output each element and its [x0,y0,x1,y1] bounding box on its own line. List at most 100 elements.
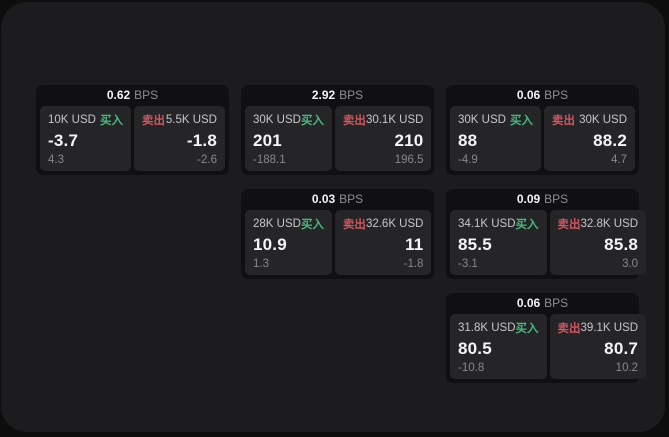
bps-unit-label: BPS [544,88,569,102]
buy-delta: -10.8 [458,362,485,374]
quote-card: 0.03 BPS 28K USD 买入 10.9 1.3 卖出 32.6K US… [241,189,434,279]
buy-amount-label: 10K USD [48,114,96,126]
quote-card: 2.92 BPS 30K USD 买入 201 -188.1 卖出 30.1K … [241,85,434,175]
buy-action-button[interactable]: 买入 [510,115,533,127]
sell-price: 85.8 [604,234,639,254]
buy-action-button[interactable]: 买入 [515,219,539,231]
buy-action-button[interactable]: 买入 [100,115,123,127]
buy-action-button[interactable]: 买入 [300,219,324,231]
bps-value: 0.03 [311,192,336,206]
buy-delta: -188.1 [253,154,286,166]
sell-amount-label: 30.1K USD [365,114,424,126]
sell-action-button[interactable]: 卖出 [142,115,165,127]
buy-delta: 1.3 [253,258,269,270]
sell-amount-label: 32.8K USD [580,218,639,230]
bps-value: 0.06 [516,296,541,310]
sell-amount-label: 39.1K USD [580,322,639,334]
buy-delta: 4.3 [48,154,64,166]
sell-delta: 3.0 [622,258,639,270]
buy-panel[interactable]: 30K USD 买入 88 -4.9 [450,106,541,171]
buy-panel-top-row: 30K USD 买入 [253,112,324,128]
buy-panel[interactable]: 28K USD 买入 10.9 1.3 [245,210,332,275]
sell-action-button[interactable]: 卖出 [342,115,366,127]
buy-panel-top-row: 34.1K USD 买入 [458,216,539,232]
sell-action-button[interactable]: 卖出 [557,323,581,335]
buy-panel[interactable]: 31.8K USD 买入 80.5 -10.8 [450,314,547,379]
bps-value: 0.06 [516,88,541,102]
bps-unit-label: BPS [544,296,569,310]
buy-price: 80.5 [458,338,492,358]
bps-header: 0.06 BPS [450,293,635,314]
sell-delta: 10.2 [615,362,639,374]
buy-price: 85.5 [458,234,492,254]
sell-panel-top-row: 卖出 39.1K USD [558,320,639,336]
buy-panel-top-row: 31.8K USD 买入 [458,320,539,336]
buy-amount-label: 30K USD [253,114,301,126]
sell-action-button[interactable]: 卖出 [552,115,575,127]
bps-value: 0.09 [516,192,541,206]
cards-grid: 0.62 BPS 10K USD 买入 -3.7 4.3 卖出 5.5K USD… [1,2,665,432]
sell-panel-top-row: 卖出 32.6K USD [343,216,424,232]
buy-panel-top-row: 30K USD 买入 [458,112,533,128]
buy-price: 10.9 [253,234,287,254]
sell-delta: -1.8 [403,258,424,270]
sell-price: -1.8 [186,130,217,150]
buy-price: 88 [458,130,478,150]
quote-card: 0.06 BPS 30K USD 买入 88 -4.9 卖出 30K USD 8… [446,85,639,175]
sell-panel[interactable]: 卖出 30.1K USD 210 196.5 [334,106,432,171]
sell-panel[interactable]: 卖出 39.1K USD 80.7 10.2 [549,314,647,379]
bps-unit-label: BPS [134,88,159,102]
bps-header: 0.09 BPS [450,189,635,210]
buy-delta: -3.1 [458,258,478,270]
sell-panel[interactable]: 卖出 30K USD 88.2 4.7 [544,106,635,171]
sell-amount-label: 5.5K USD [165,114,217,126]
quote-card: 0.09 BPS 34.1K USD 买入 85.5 -3.1 卖出 32.8K… [446,189,647,279]
bps-value: 2.92 [311,88,336,102]
sell-panel-top-row: 卖出 5.5K USD [142,112,217,128]
buy-amount-label: 31.8K USD [458,322,516,334]
sell-price: 11 [405,234,424,254]
price-panels: 34.1K USD 买入 85.5 -3.1 卖出 32.8K USD 85.8… [450,210,647,275]
bps-unit-label: BPS [339,88,364,102]
bps-header: 2.92 BPS [245,85,430,106]
buy-price: 201 [253,130,282,150]
sell-panel[interactable]: 卖出 5.5K USD -1.8 -2.6 [134,106,225,171]
app-window: 0.62 BPS 10K USD 买入 -3.7 4.3 卖出 5.5K USD… [1,2,665,432]
bps-header: 0.03 BPS [245,189,430,210]
quote-card: 0.06 BPS 31.8K USD 买入 80.5 -10.8 卖出 39.1… [446,293,647,383]
buy-price: -3.7 [48,130,79,150]
quote-card: 0.62 BPS 10K USD 买入 -3.7 4.3 卖出 5.5K USD… [36,85,229,175]
price-panels: 31.8K USD 买入 80.5 -10.8 卖出 39.1K USD 80.… [450,314,647,379]
sell-panel[interactable]: 卖出 32.8K USD 85.8 3.0 [549,210,647,275]
bps-header: 0.06 BPS [450,85,635,106]
buy-action-button[interactable]: 买入 [515,323,539,335]
buy-panel-top-row: 10K USD 买入 [48,112,123,128]
bps-header: 0.62 BPS [40,85,225,106]
price-panels: 10K USD 买入 -3.7 4.3 卖出 5.5K USD -1.8 -2.… [40,106,225,171]
buy-amount-label: 30K USD [458,114,506,126]
sell-panel-top-row: 卖出 30K USD [552,112,627,128]
price-panels: 30K USD 买入 88 -4.9 卖出 30K USD 88.2 4.7 [450,106,635,171]
buy-panel[interactable]: 10K USD 买入 -3.7 4.3 [40,106,131,171]
buy-amount-label: 34.1K USD [458,218,516,230]
buy-amount-label: 28K USD [253,218,301,230]
bps-value: 0.62 [106,88,131,102]
buy-panel-top-row: 28K USD 买入 [253,216,324,232]
sell-action-button[interactable]: 卖出 [342,219,366,231]
sell-delta: -2.6 [197,154,217,166]
price-panels: 28K USD 买入 10.9 1.3 卖出 32.6K USD 11 -1.8 [245,210,432,275]
sell-price: 80.7 [604,338,639,358]
sell-price: 88.2 [593,130,627,150]
bps-unit-label: BPS [544,192,569,206]
buy-action-button[interactable]: 买入 [300,115,324,127]
sell-panel[interactable]: 卖出 32.6K USD 11 -1.8 [334,210,432,275]
sell-amount-label: 30K USD [579,114,627,126]
buy-panel[interactable]: 30K USD 买入 201 -188.1 [245,106,332,171]
sell-action-button[interactable]: 卖出 [557,219,581,231]
sell-delta: 196.5 [394,154,424,166]
buy-panel[interactable]: 34.1K USD 买入 85.5 -3.1 [450,210,547,275]
sell-amount-label: 32.6K USD [365,218,424,230]
price-panels: 30K USD 买入 201 -188.1 卖出 30.1K USD 210 1… [245,106,432,171]
bps-unit-label: BPS [339,192,364,206]
